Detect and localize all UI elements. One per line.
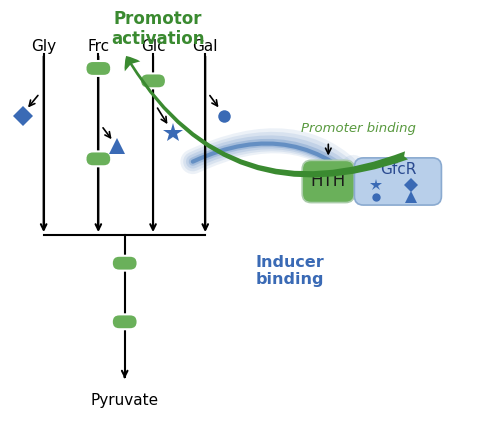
Text: Pyruvate: Pyruvate: [90, 393, 159, 408]
Text: GfcR: GfcR: [380, 162, 416, 177]
Text: Gly: Gly: [31, 39, 56, 54]
FancyBboxPatch shape: [140, 74, 166, 88]
Text: Gal: Gal: [192, 39, 218, 54]
Text: Inducer
binding: Inducer binding: [256, 255, 324, 287]
FancyBboxPatch shape: [86, 151, 112, 166]
FancyArrowPatch shape: [124, 56, 408, 178]
FancyBboxPatch shape: [86, 61, 112, 76]
Text: HTH: HTH: [310, 172, 346, 190]
Text: Glc: Glc: [140, 39, 166, 54]
FancyBboxPatch shape: [302, 160, 354, 203]
FancyBboxPatch shape: [354, 158, 442, 205]
FancyArrowPatch shape: [193, 144, 372, 196]
FancyBboxPatch shape: [112, 314, 138, 329]
FancyArrowPatch shape: [193, 143, 368, 192]
FancyArrowPatch shape: [193, 141, 360, 183]
Text: Promoter binding: Promoter binding: [300, 122, 416, 135]
FancyArrowPatch shape: [193, 142, 364, 187]
Text: Frc: Frc: [88, 39, 110, 54]
FancyBboxPatch shape: [112, 256, 138, 270]
Text: Promotor
activation: Promotor activation: [112, 10, 205, 49]
FancyArrowPatch shape: [193, 141, 356, 178]
